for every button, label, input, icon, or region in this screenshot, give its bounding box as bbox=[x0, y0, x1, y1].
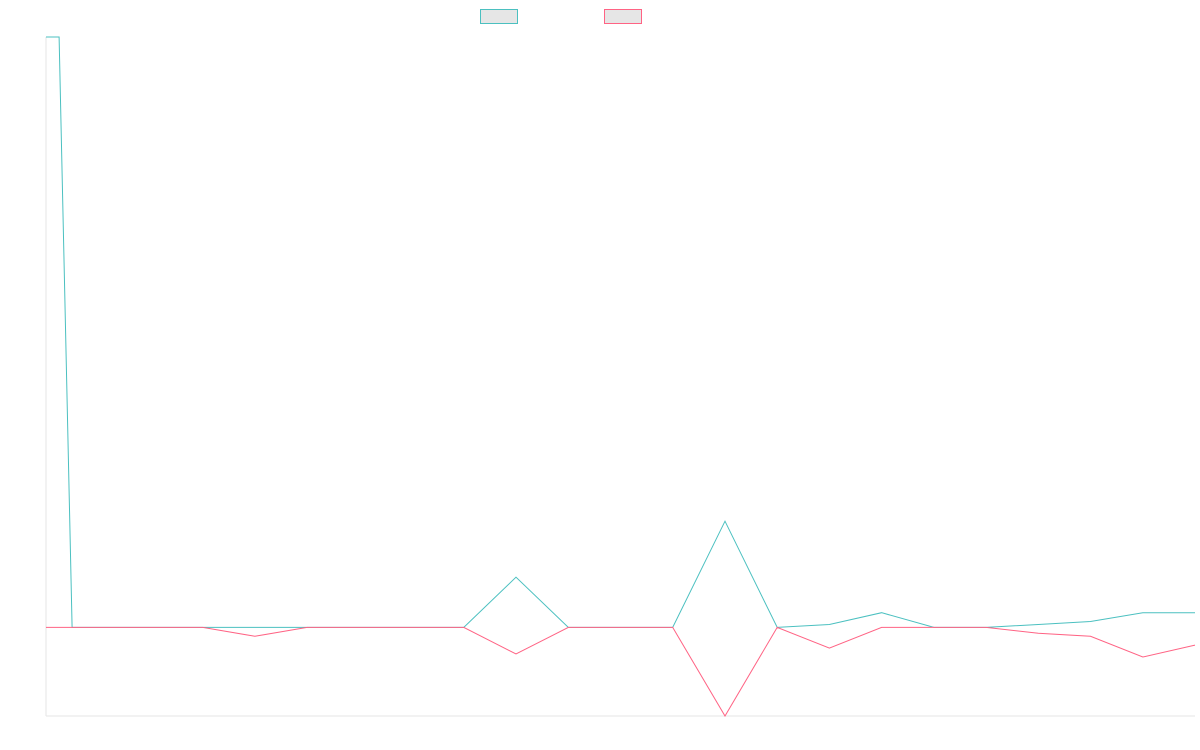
legend bbox=[0, 9, 1200, 27]
series-line-1 bbox=[46, 36, 1195, 628]
legend-item-series-1[interactable] bbox=[480, 9, 524, 24]
legend-item-series-2[interactable] bbox=[604, 9, 648, 24]
series-layer bbox=[46, 36, 1196, 717]
series-line-2 bbox=[46, 626, 1196, 717]
legend-swatch-series-1 bbox=[480, 9, 518, 24]
legend-swatch-series-2 bbox=[604, 9, 642, 24]
